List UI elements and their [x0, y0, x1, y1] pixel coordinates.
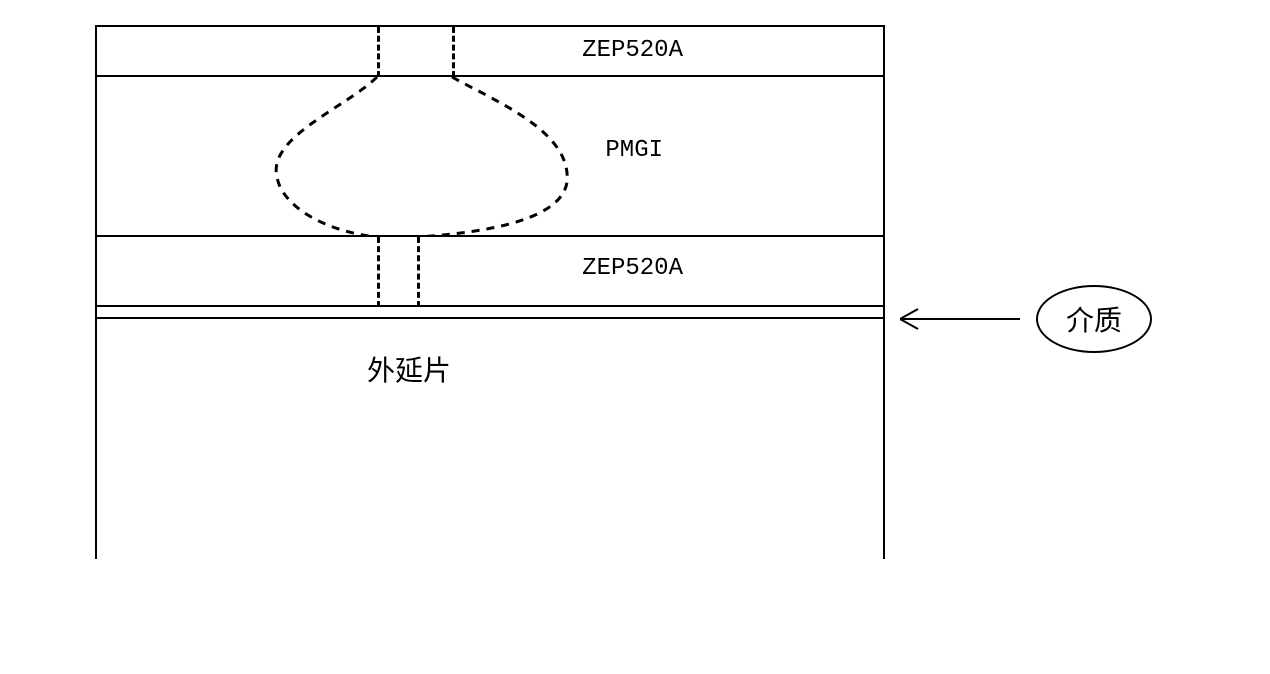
exposure-edge-left-bottom: [377, 237, 380, 307]
undercut-path: [276, 77, 567, 235]
undercut-profile: [97, 77, 883, 235]
callout-bubble: 介质: [1036, 285, 1152, 353]
layer-zep520a-top: ZEP520A: [97, 27, 883, 77]
layer-zep520a-bottom: ZEP520A: [97, 237, 883, 307]
layer-label-top: ZEP520A: [582, 37, 683, 64]
layer-stack-diagram: ZEP520A PMGI ZEP520A 外延片 介质: [20, 20, 1270, 654]
leader-arrow: [900, 309, 1020, 329]
exposure-edge-right-bottom: [417, 237, 420, 307]
layer-substrate: 外延片: [97, 319, 883, 559]
layer-pmgi: PMGI: [97, 77, 883, 237]
dielectric-callout: 介质: [900, 285, 1152, 353]
layer-dielectric: [97, 307, 883, 319]
exposure-edge-left-top: [377, 27, 380, 77]
layer-label-bottom: ZEP520A: [582, 255, 683, 282]
callout-label: 介质: [1066, 308, 1122, 339]
leader-line: [900, 294, 1040, 344]
exposure-edge-right-top: [452, 27, 455, 77]
layer-stack: ZEP520A PMGI ZEP520A 外延片: [95, 25, 885, 559]
layer-label-substrate: 外延片: [367, 349, 451, 389]
